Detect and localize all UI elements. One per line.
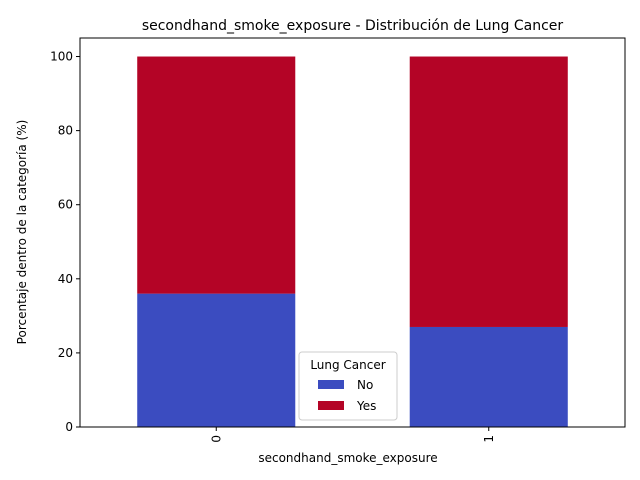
legend: Lung Cancer No Yes [298, 351, 398, 421]
y-axis-label: Porcentaje dentro de la categoría (%) [15, 120, 29, 345]
bar-no-1 [409, 326, 568, 427]
legend-swatch-no [318, 380, 344, 389]
legend-label-yes: Yes [356, 399, 376, 413]
legend-title: Lung Cancer [310, 358, 385, 372]
y-tick-label: 80 [58, 124, 73, 138]
legend-swatch-yes [318, 401, 344, 410]
y-tick-label: 100 [50, 50, 73, 64]
x-tick-label: 0 [209, 435, 223, 443]
y-tick-label: 20 [58, 346, 73, 360]
axes-frame [79, 37, 626, 428]
bar-yes-0 [137, 56, 296, 294]
bar-no-0 [137, 293, 296, 427]
y-axis-ticks: 0 20 40 60 80 100 [50, 50, 80, 434]
x-tick-label: 1 [482, 435, 496, 443]
y-tick-label: 0 [65, 420, 73, 434]
y-tick-label: 60 [58, 198, 73, 212]
x-axis-label: secondhand_smoke_exposure [258, 451, 437, 465]
legend-label-no: No [357, 378, 373, 392]
bars [137, 56, 568, 427]
bar-yes-1 [409, 56, 568, 327]
y-tick-label: 40 [58, 272, 73, 286]
chart-title: secondhand_smoke_exposure - Distribución… [142, 18, 564, 34]
